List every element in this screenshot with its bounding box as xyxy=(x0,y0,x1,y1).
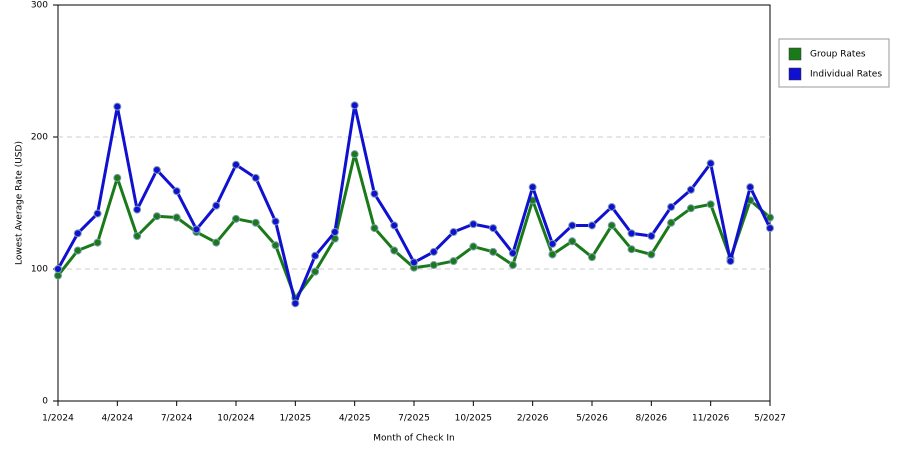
x-tick-label: 4/2024 xyxy=(101,414,133,424)
data-point xyxy=(232,214,240,223)
data-point xyxy=(508,261,517,270)
data-point xyxy=(766,224,774,233)
legend: Group Rates Individual Rates xyxy=(778,38,890,88)
data-point xyxy=(152,212,161,221)
data-point xyxy=(212,201,221,210)
data-point xyxy=(54,271,62,280)
data-point xyxy=(449,228,458,237)
data-point xyxy=(429,261,438,270)
data-point xyxy=(113,173,122,182)
x-tick-label: 1/2025 xyxy=(279,414,311,424)
data-point xyxy=(133,205,142,214)
x-tick-label: 8/2026 xyxy=(635,414,667,424)
x-tick-label: 7/2024 xyxy=(161,414,193,424)
data-point xyxy=(54,265,62,273)
data-point xyxy=(251,173,260,182)
data-point xyxy=(607,202,616,211)
legend-swatch xyxy=(788,47,802,61)
data-point xyxy=(291,299,300,308)
data-point xyxy=(133,232,142,240)
x-tick-label: 2/2026 xyxy=(517,414,549,424)
data-point xyxy=(469,220,478,229)
data-point xyxy=(706,200,715,209)
data-point xyxy=(93,209,102,218)
y-axis-label: Lowest Average Rate (USD) xyxy=(15,141,25,265)
data-point xyxy=(172,187,181,196)
data-point xyxy=(192,225,201,234)
data-point xyxy=(588,253,596,262)
data-point xyxy=(627,229,636,238)
data-point xyxy=(271,241,280,250)
data-point xyxy=(489,224,498,233)
y-tick-label: 300 xyxy=(31,1,48,11)
data-point xyxy=(588,221,596,230)
data-point xyxy=(667,218,676,227)
data-point xyxy=(667,202,676,211)
data-point xyxy=(489,247,498,256)
data-point xyxy=(548,239,557,248)
data-point xyxy=(390,221,399,230)
data-point xyxy=(113,102,122,111)
y-tick-label: 200 xyxy=(31,133,48,143)
data-point xyxy=(311,251,320,260)
data-point xyxy=(350,101,359,110)
legend-swatch xyxy=(788,67,802,81)
data-point xyxy=(449,257,458,266)
data-point xyxy=(508,249,517,258)
data-point xyxy=(330,228,339,237)
data-point xyxy=(627,245,636,254)
data-point xyxy=(548,250,557,259)
data-point xyxy=(390,246,399,255)
data-point xyxy=(686,204,695,213)
data-point xyxy=(410,258,418,267)
data-point xyxy=(152,166,161,174)
x-tick-label: 10/2025 xyxy=(455,414,492,424)
data-point xyxy=(686,185,695,194)
data-point xyxy=(172,213,181,222)
legend-label: Group Rates xyxy=(810,50,866,60)
x-tick-label: 10/2024 xyxy=(217,414,255,424)
data-point xyxy=(568,237,577,246)
x-axis-label: Month of Check In xyxy=(373,434,455,444)
data-point xyxy=(232,160,240,169)
data-point xyxy=(311,267,320,276)
data-point xyxy=(73,229,82,238)
x-tick-label: 11/2026 xyxy=(692,414,730,424)
x-tick-label: 5/2027 xyxy=(754,414,786,424)
data-point xyxy=(350,150,359,159)
x-tick-label: 1/2024 xyxy=(42,414,74,424)
y-tick-label: 0 xyxy=(42,397,48,407)
data-point xyxy=(370,224,379,233)
data-point xyxy=(469,242,478,251)
data-point xyxy=(73,246,82,255)
data-point xyxy=(528,183,537,192)
data-point xyxy=(647,250,656,259)
x-tick-label: 7/2025 xyxy=(398,414,430,424)
plot-area xyxy=(57,4,771,402)
legend-label: Individual Rates xyxy=(810,70,882,80)
data-point xyxy=(251,218,260,227)
data-point xyxy=(607,221,616,230)
data-point xyxy=(429,247,438,256)
data-point xyxy=(726,257,735,266)
data-point xyxy=(93,238,102,247)
data-point xyxy=(212,238,221,247)
data-point xyxy=(647,232,656,240)
x-tick-label: 4/2025 xyxy=(339,414,371,424)
data-point xyxy=(568,221,577,230)
x-tick-label: 5/2026 xyxy=(576,414,608,424)
data-point xyxy=(746,183,755,192)
data-point xyxy=(370,189,379,198)
data-point xyxy=(271,217,280,226)
data-point xyxy=(706,159,715,168)
y-tick-label: 100 xyxy=(31,265,48,275)
